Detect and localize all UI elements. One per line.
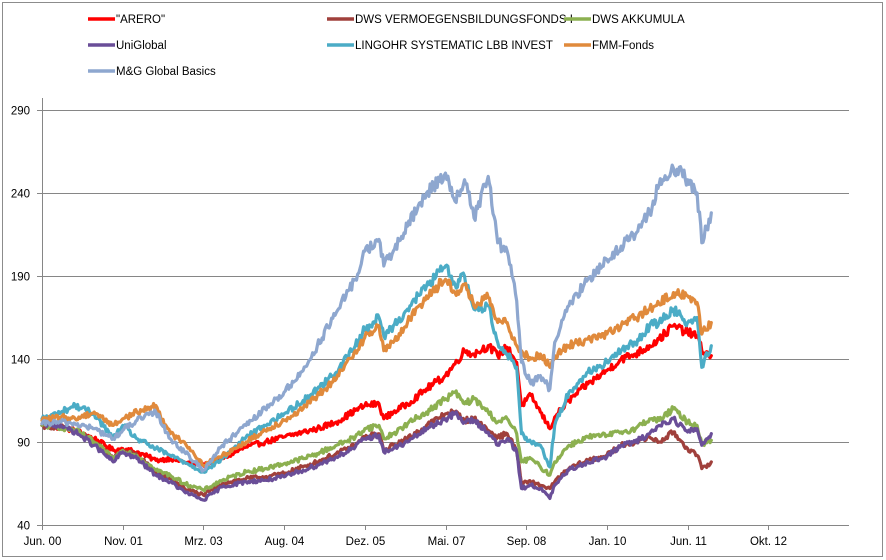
legend-label: DWS AKKUMULA (592, 14, 685, 26)
y-tick-label: 40 (17, 521, 30, 533)
series-line-6 (40, 163, 713, 473)
gridlines (42, 110, 849, 443)
x-tick-label: Dez. 05 (346, 536, 386, 548)
y-tick-label: 190 (11, 272, 30, 284)
x-tick-label: Jun. 11 (670, 536, 707, 548)
legend: "ARERO" DWS VERMOEGENSBILDUNGSFONDS I DWS … (88, 14, 685, 78)
legend-item: DWS AKKUMULA (564, 14, 685, 26)
x-tick-label: Mrz. 03 (184, 536, 222, 548)
y-tick-label: 140 (11, 355, 30, 367)
x-tick-label: Jan. 10 (589, 536, 627, 548)
series-line-3 (40, 410, 713, 502)
y-tick-label: 240 (11, 189, 30, 201)
series-line-4 (40, 263, 713, 474)
legend-label: DWS VERMOEGENSBILDUNGSFONDS I (355, 14, 573, 26)
series-line-5 (40, 277, 713, 468)
axes: 40 90 140 190 240 290 Jun. 00 Nov. 01 Mrz. 03 Aug… (11, 98, 849, 548)
legend-item: "ARERO" (88, 14, 165, 26)
legend-label: LINGOHR SYSTEMATIC LBB INVEST (355, 40, 553, 52)
legend-item: FMM-Fonds (564, 40, 654, 52)
series-group (40, 163, 713, 502)
legend-label: UniGlobal (116, 40, 167, 52)
legend-label: "ARERO" (116, 14, 165, 26)
x-tick-label: Okt. 12 (750, 536, 787, 548)
series-line-2 (40, 389, 713, 493)
legend-item: UniGlobal (88, 40, 167, 52)
x-tick-label: Aug. 04 (265, 536, 305, 548)
x-tick-label: Jun. 00 (24, 536, 62, 548)
series-line-0 (40, 322, 713, 469)
y-tick-label: 90 (17, 438, 30, 450)
legend-item: M&G Global Basics (88, 66, 216, 78)
x-tick-label: Nov. 01 (104, 536, 143, 548)
x-tick-label: Mai. 07 (428, 536, 466, 548)
x-tick-label: Sep. 08 (507, 536, 547, 548)
legend-item: DWS VERMOEGENSBILDUNGSFONDS I (327, 14, 573, 26)
legend-label: FMM-Fonds (592, 40, 654, 52)
y-tick-label: 290 (11, 106, 30, 118)
legend-item: LINGOHR SYSTEMATIC LBB INVEST (327, 40, 553, 52)
legend-label: M&G Global Basics (116, 66, 216, 78)
